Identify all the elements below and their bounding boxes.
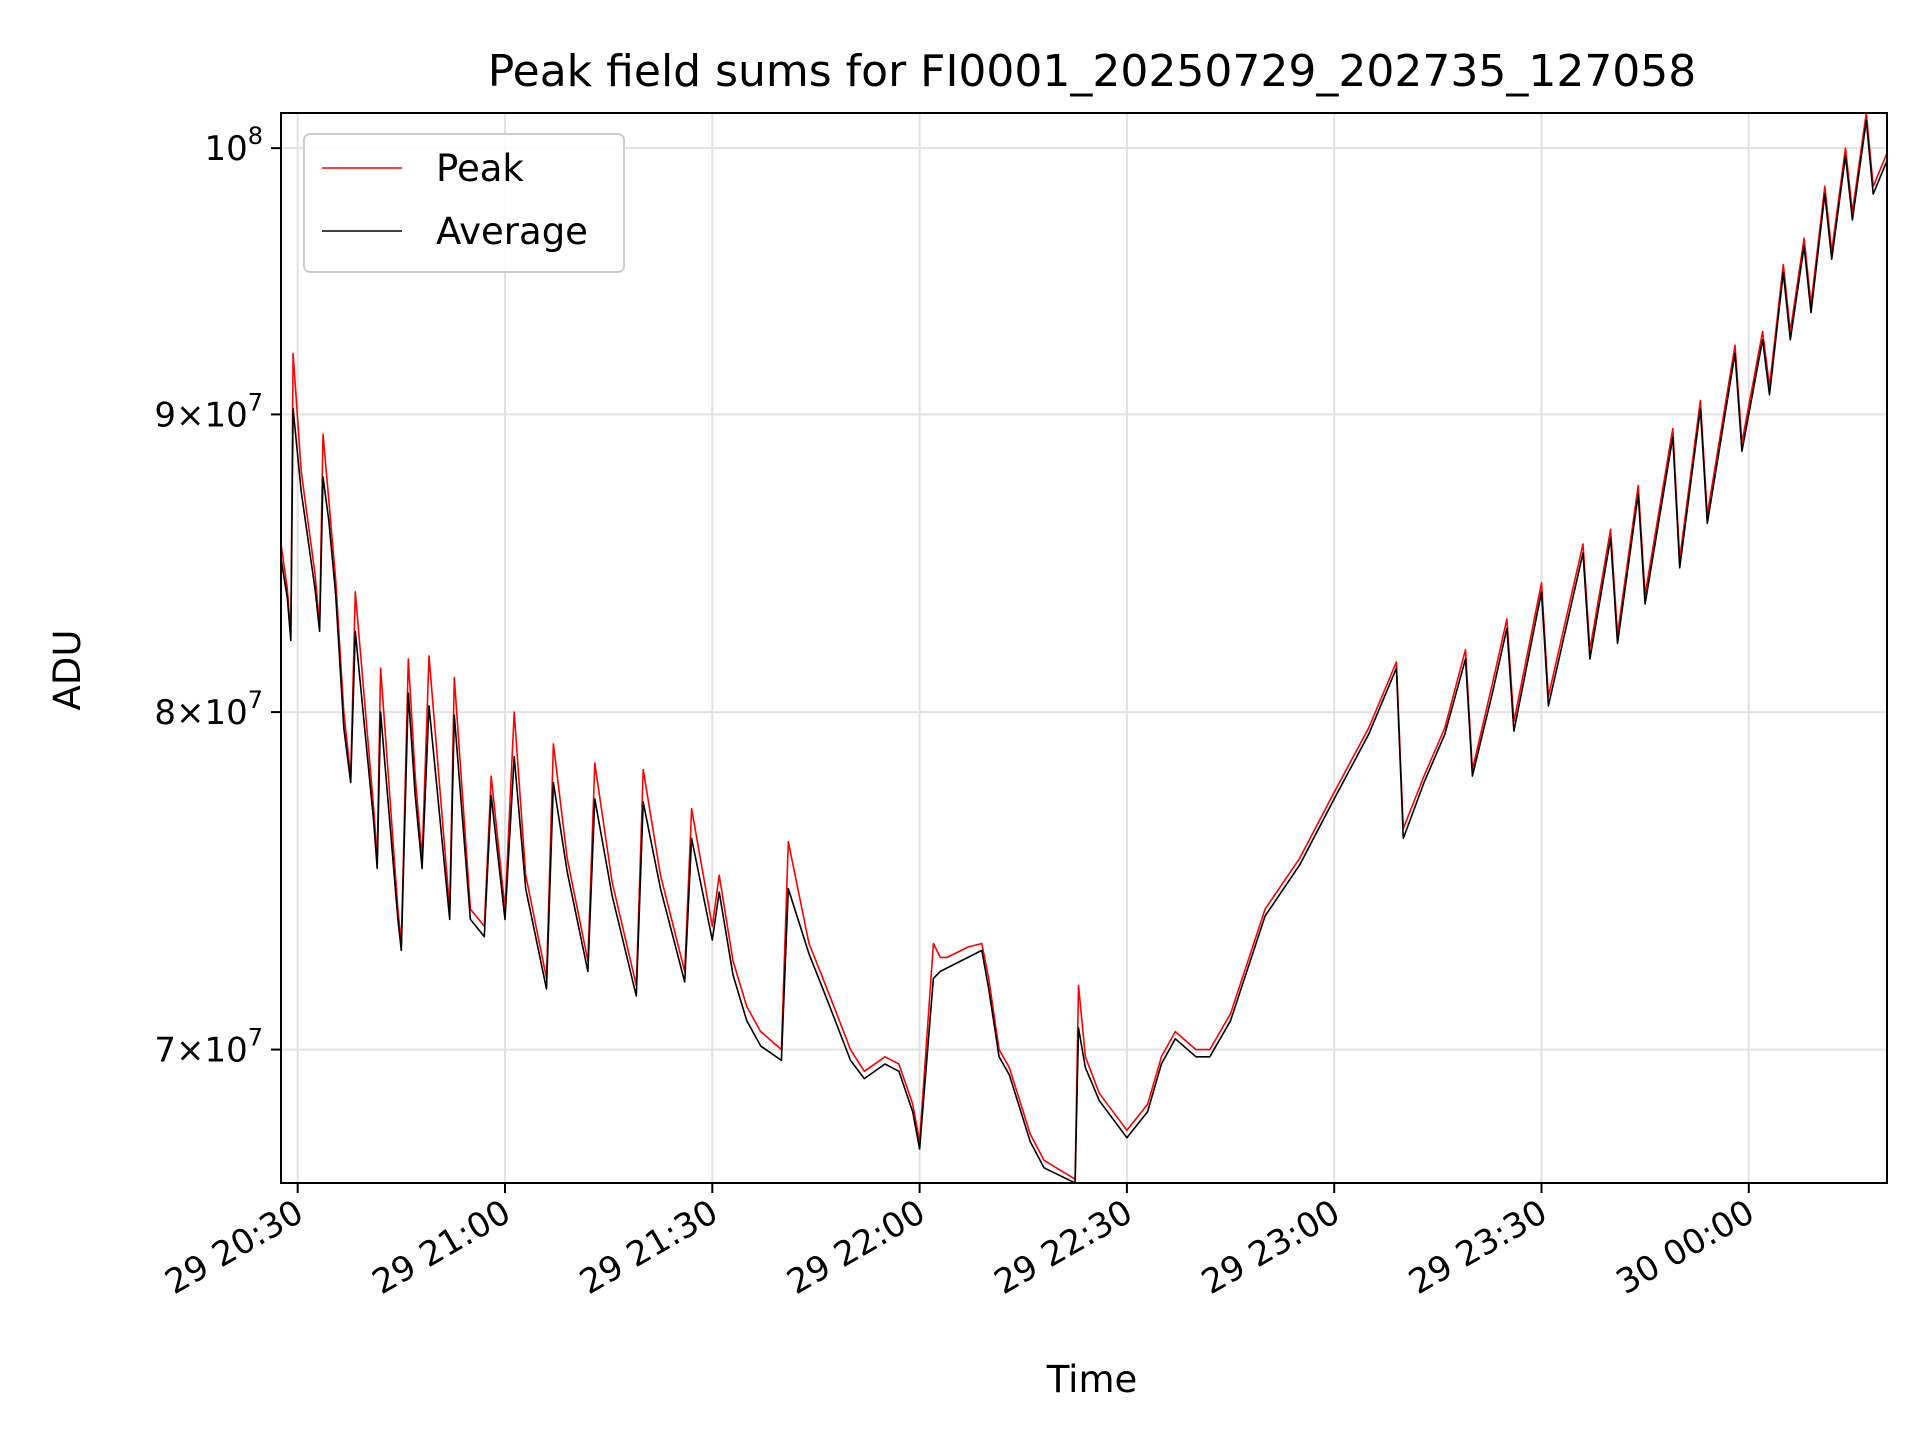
legend-label-average: Average <box>436 210 588 253</box>
chart-title: Peak field sums for FI0001_20250729_2027… <box>488 46 1697 97</box>
x-tick-label: 29 23:00 <box>1195 1192 1347 1303</box>
y-tick-label: 9×107 <box>154 388 263 435</box>
y-tick-label: 108 <box>204 122 263 169</box>
x-tick-label: 29 22:00 <box>780 1192 932 1303</box>
x-axis-label: Time <box>1046 1358 1138 1401</box>
y-axis-ticks: 7×107 8×107 9×107 108 <box>154 122 281 1071</box>
legend-label-peak: Peak <box>436 147 524 190</box>
x-tick-label: 29 21:30 <box>573 1192 725 1303</box>
x-tick-label: 29 21:00 <box>366 1192 518 1303</box>
y-tick-label: 8×107 <box>154 686 263 733</box>
x-tick-label: 29 23:30 <box>1402 1192 1554 1303</box>
series-line-average <box>281 119 1887 1183</box>
grid-lines <box>281 113 1887 1183</box>
series-layer <box>281 113 1887 1183</box>
x-axis-ticks: 29 20:30 29 21:00 29 21:30 29 22:00 29 22:30… <box>159 1183 1762 1303</box>
x-tick-label: 30 00:00 <box>1610 1192 1762 1303</box>
x-tick-label: 29 20:30 <box>159 1192 311 1303</box>
y-tick-label: 7×107 <box>154 1024 263 1071</box>
legend: Peak Average <box>303 133 625 273</box>
y-axis-label: ADU <box>46 630 89 711</box>
plot-frame <box>280 112 1888 1184</box>
x-tick-label: 29 22:30 <box>988 1192 1140 1303</box>
